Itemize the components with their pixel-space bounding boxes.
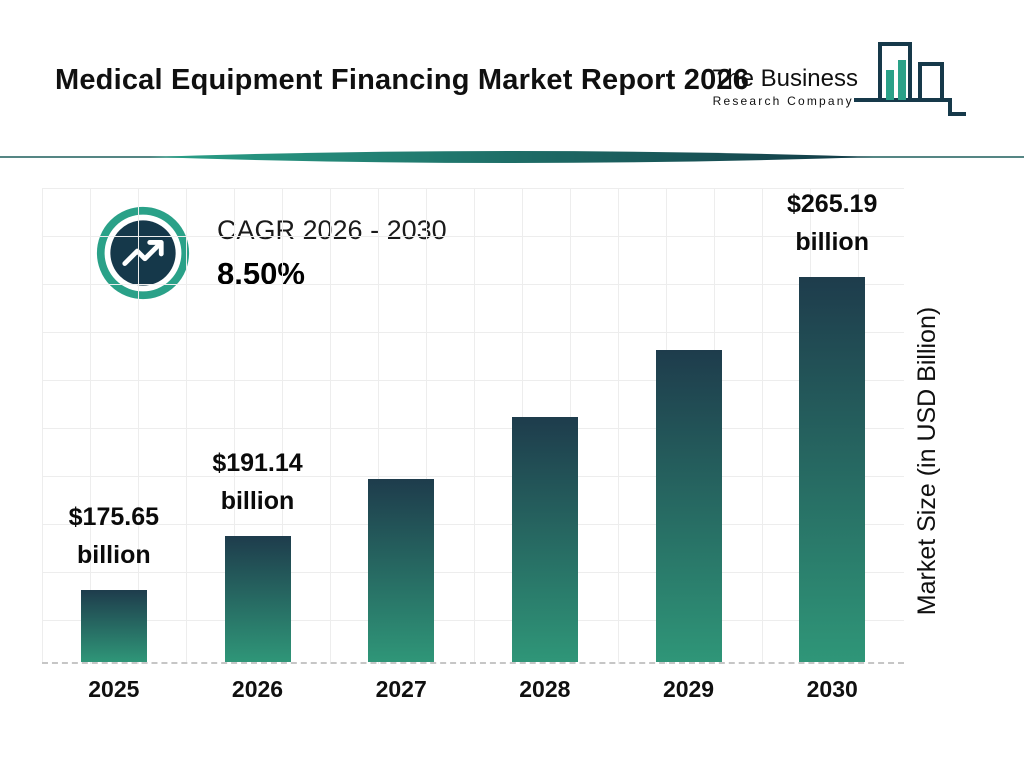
bar-2029 <box>655 350 722 662</box>
bar-value-label-2025: $175.65 billion <box>68 503 160 569</box>
bar-column-2028 <box>473 188 617 662</box>
section-divider <box>0 151 1024 163</box>
bar-value-label-2026: $191.14 billion <box>212 449 303 515</box>
bar-2028 <box>511 417 578 662</box>
x-axis-label-2028: 2028 <box>519 676 571 702</box>
x-axis: 2025 2026 2027 2028 2029 2030 <box>42 676 904 703</box>
page-title: Medical Equipment Financing Market Repor… <box>55 64 750 97</box>
bar-2025 <box>80 590 147 662</box>
bar-chart: $175.65 billion $191.14 billion $265.19 billi… <box>42 188 904 664</box>
bar-column-2027 <box>329 188 473 662</box>
bar-column-2025: $175.65 billion <box>42 188 186 662</box>
x-axis-label-2027: 2027 <box>375 676 427 702</box>
x-axis-label-2030: 2030 <box>806 676 858 702</box>
logo-subname: Research Company <box>712 94 854 109</box>
company-logo: The Business Research Company <box>713 40 968 126</box>
bar-column-2030: $265.19 billion <box>760 188 904 662</box>
logo-text: The Business Research Company <box>712 65 858 109</box>
logo-name: The Business <box>712 65 858 92</box>
x-axis-label-2025: 2025 <box>88 676 140 702</box>
bar-2027 <box>368 479 435 662</box>
bar-value-label-2030: $265.19 billion <box>787 190 878 256</box>
bar-2030 <box>799 277 866 662</box>
y-axis-title: Market Size (in USD Billion) <box>913 306 941 616</box>
bar-column-2026: $191.14 billion <box>186 188 330 662</box>
x-axis-label-2029: 2029 <box>662 676 715 702</box>
logo-bars-icon <box>854 42 966 116</box>
x-axis-label-2026: 2026 <box>231 676 284 702</box>
bar-column-2029 <box>617 188 761 662</box>
bar-2026 <box>224 536 291 662</box>
